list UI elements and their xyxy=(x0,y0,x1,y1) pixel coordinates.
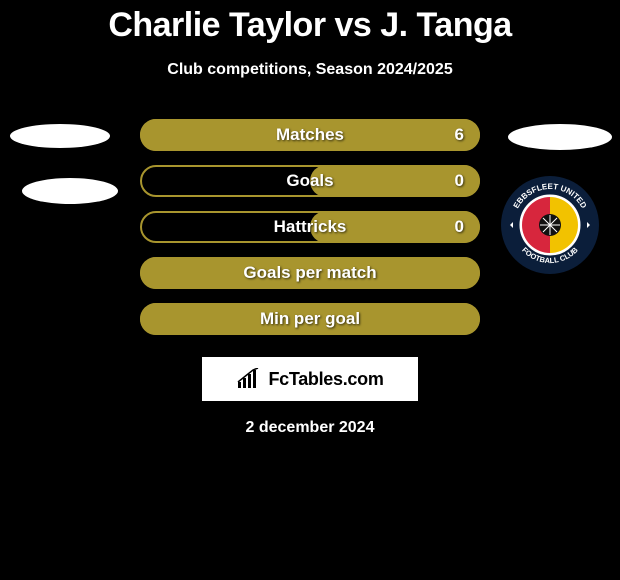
right-player-placeholder xyxy=(508,124,612,150)
bar-value: 0 xyxy=(455,211,464,243)
brand-box: FcTables.com xyxy=(202,357,418,401)
page-subtitle: Club competitions, Season 2024/2025 xyxy=(0,61,620,79)
stat-bar: Matches6 xyxy=(140,119,480,151)
stat-bar: Goals per match xyxy=(140,257,480,289)
left-player-placeholder-2 xyxy=(22,178,118,204)
stat-bar: Hattricks0 xyxy=(140,211,480,243)
stat-bar: Goals0 xyxy=(140,165,480,197)
club-badge: EBBSFLEET UNITED FOOTBALL CLUB xyxy=(500,175,600,275)
stat-bar: Min per goal xyxy=(140,303,480,335)
page-title: Charlie Taylor vs J. Tanga xyxy=(0,0,620,45)
generation-date: 2 december 2024 xyxy=(0,419,620,437)
bar-label: Goals per match xyxy=(140,257,480,289)
brand-icon xyxy=(236,368,262,390)
bar-label: Goals xyxy=(140,165,480,197)
brand-text: FcTables.com xyxy=(268,369,383,390)
bar-label: Hattricks xyxy=(140,211,480,243)
bar-label: Matches xyxy=(140,119,480,151)
bar-label: Min per goal xyxy=(140,303,480,335)
left-player-placeholder-1 xyxy=(10,124,110,148)
bar-value: 0 xyxy=(455,165,464,197)
bar-value: 6 xyxy=(455,119,464,151)
